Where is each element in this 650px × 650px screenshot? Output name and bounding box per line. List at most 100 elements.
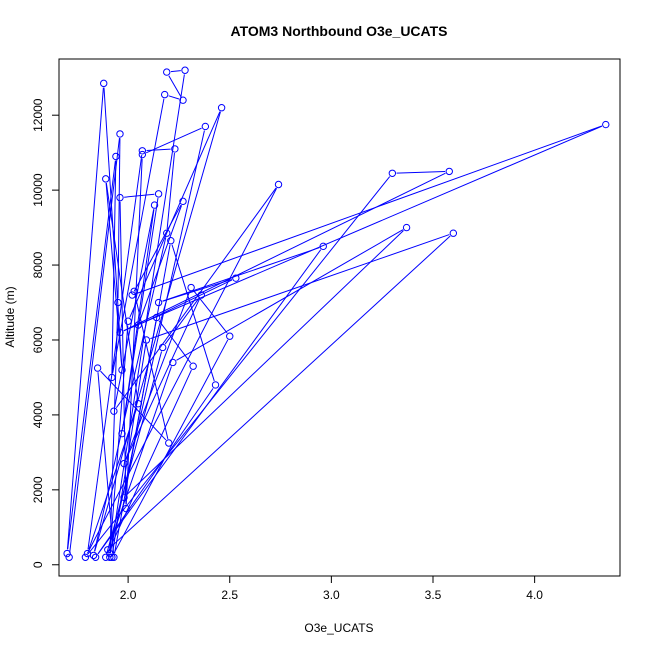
data-point: [138, 150, 147, 159]
series-segment: [162, 247, 320, 302]
series-segment: [124, 193, 155, 198]
series-segment: [93, 237, 167, 552]
x-tick-label: 4.0: [526, 588, 543, 602]
y-tick-label: 12000: [31, 98, 45, 132]
series-segment: [166, 153, 175, 230]
data-point: [122, 504, 130, 513]
series-segment: [139, 205, 183, 322]
data-point: [179, 96, 187, 104]
data-point: [110, 553, 118, 561]
data-point: [154, 298, 163, 307]
series-segment: [146, 148, 171, 152]
data-point: [217, 104, 226, 112]
series-segment: [168, 75, 182, 97]
data-point: [167, 236, 175, 245]
series-segment: [87, 154, 143, 550]
x-tick-label: 2.5: [221, 588, 238, 602]
data-point: [110, 407, 118, 415]
series-segment: [170, 70, 181, 73]
series-segment: [119, 201, 127, 505]
data-point: [91, 553, 100, 561]
data-point: [152, 313, 161, 322]
data-point: [118, 366, 126, 374]
data-point: [232, 274, 240, 282]
data-point: [124, 317, 132, 325]
series-segment: [97, 249, 322, 555]
data-point: [160, 90, 169, 99]
series-segment: [67, 160, 116, 550]
y-tick-label: 2000: [31, 476, 45, 503]
data-point: [116, 328, 124, 337]
series-segment: [396, 171, 446, 174]
data-point: [201, 122, 210, 131]
data-point: [89, 551, 98, 560]
data-point: [169, 358, 177, 367]
series-segment: [115, 187, 277, 409]
series-segment: [123, 125, 603, 332]
data-point: [63, 549, 71, 558]
data-point: [165, 439, 173, 447]
data-point: [138, 147, 147, 155]
data-point: [226, 332, 234, 340]
data-point: [134, 399, 142, 408]
data-point: [104, 546, 112, 554]
data-point: [181, 66, 189, 74]
data-point: [319, 242, 327, 251]
data-point: [158, 343, 167, 352]
data-point: [274, 180, 283, 189]
y-tick-label: 10000: [31, 173, 45, 207]
series-segment: [114, 209, 155, 408]
series-segment: [123, 172, 446, 332]
series-segment: [108, 366, 172, 546]
x-axis: 2.0 2.5 3.0 3.5 4.0: [120, 576, 543, 602]
series-segment: [125, 298, 200, 460]
data-point: [100, 79, 108, 88]
series-segment: [97, 372, 115, 554]
data-point: [116, 193, 124, 202]
data-point: [402, 223, 411, 232]
series-segment: [100, 370, 167, 441]
series-segment: [109, 306, 119, 554]
data-point: [163, 68, 171, 76]
data-point: [102, 553, 110, 561]
data-point: [65, 553, 73, 561]
x-tick-label: 3.0: [323, 588, 340, 602]
data-point: [114, 298, 122, 307]
series-segment: [66, 87, 104, 550]
series-segment: [150, 234, 450, 340]
series-segment: [87, 176, 391, 555]
x-axis-label: O3e_UCATS: [304, 621, 373, 635]
series-segment: [112, 344, 147, 554]
data-point: [150, 201, 159, 209]
series-segment: [126, 230, 404, 495]
y-tick-label: 0: [31, 561, 45, 568]
data-point: [112, 152, 120, 161]
plot-area: [58, 58, 621, 577]
data-point: [93, 364, 102, 372]
data-point: [171, 145, 179, 153]
series-segment: [133, 204, 182, 292]
data-point: [163, 229, 171, 237]
series-segment: [106, 351, 163, 554]
data-point: [211, 381, 220, 389]
series-segment: [145, 127, 202, 154]
y-tick-label: 6000: [31, 326, 45, 353]
series-segment: [168, 95, 180, 100]
data-point: [142, 336, 151, 344]
series-segment: [107, 369, 192, 554]
series-segment: [134, 295, 169, 440]
data-point: [189, 362, 197, 370]
data-point: [118, 429, 126, 438]
data-point: [106, 553, 114, 561]
data-point: [120, 459, 128, 468]
series-segment: [117, 138, 121, 299]
x-tick-label: 2.0: [120, 588, 137, 602]
data-point: [102, 175, 110, 183]
data-point: [388, 169, 397, 177]
data-point: [179, 197, 187, 206]
data-point: [134, 321, 142, 329]
series-segment: [86, 188, 278, 554]
data-point: [120, 493, 128, 502]
series-segment: [110, 235, 451, 548]
